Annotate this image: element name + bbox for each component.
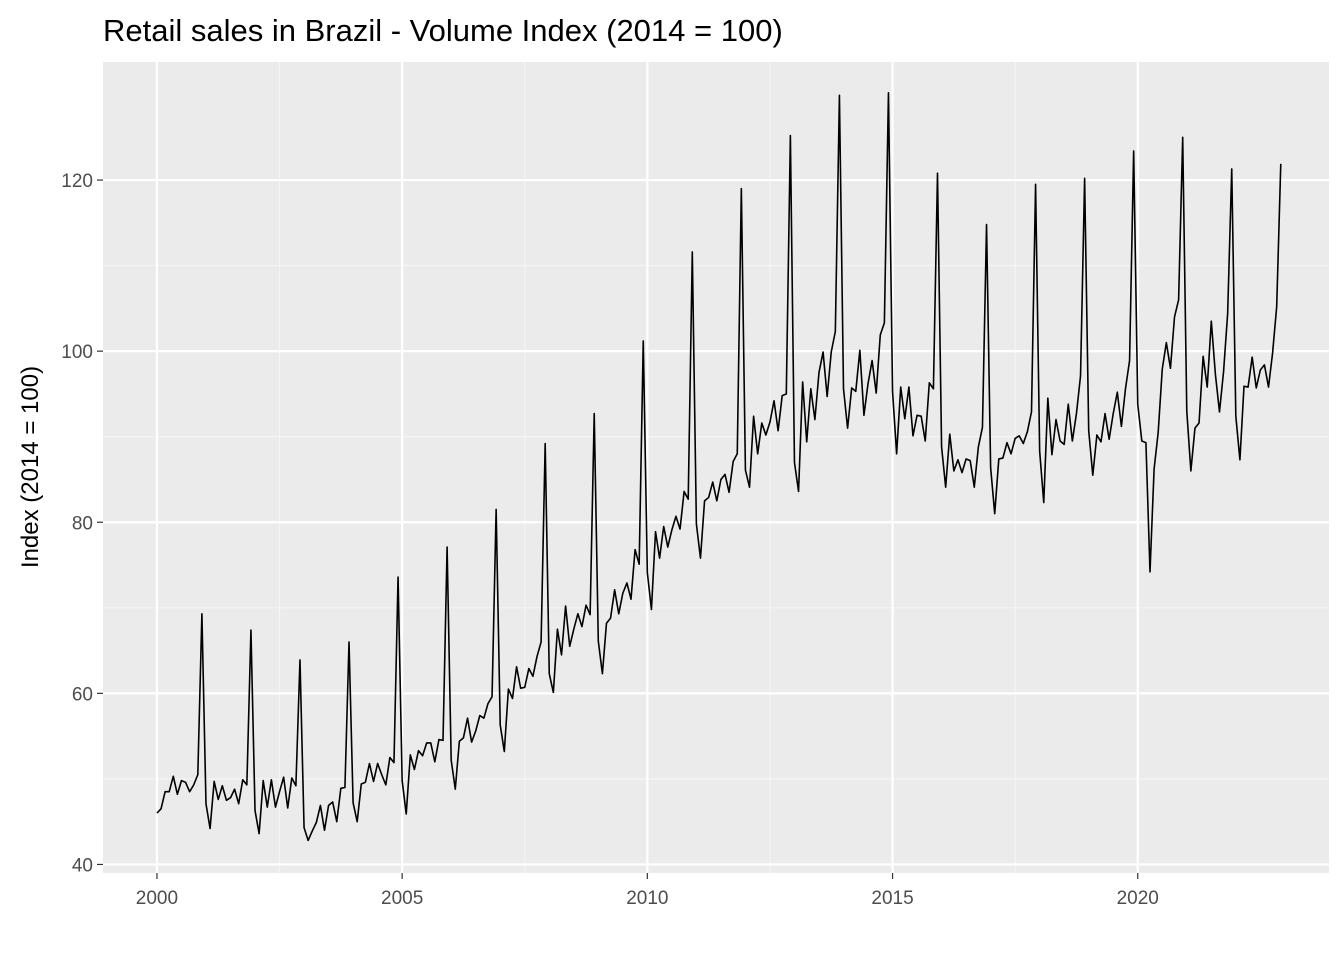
plot-panel xyxy=(103,62,1329,873)
y-tick-label: 80 xyxy=(72,513,93,534)
y-axis-label: Index (2014 = 100) xyxy=(17,366,44,568)
x-tick-label: 2000 xyxy=(136,888,178,909)
y-tick-label: 100 xyxy=(61,342,93,363)
y-tick-label: 120 xyxy=(61,171,93,192)
x-tick-label: 2005 xyxy=(381,888,423,909)
y-tick-label: 40 xyxy=(72,855,93,876)
chart-title: Retail sales in Brazil - Volume Index (2… xyxy=(103,13,783,48)
x-tick-label: 2010 xyxy=(626,888,668,909)
grid xyxy=(103,62,1329,873)
x-axis: 2000 2005 2010 2015 2020 xyxy=(136,873,1159,909)
y-tick-label: 60 xyxy=(72,684,93,705)
y-axis: 40 60 80 100 120 xyxy=(61,171,103,876)
x-tick-label: 2015 xyxy=(871,888,913,909)
series-line xyxy=(156,92,1282,842)
x-tick-label: 2020 xyxy=(1117,888,1159,909)
